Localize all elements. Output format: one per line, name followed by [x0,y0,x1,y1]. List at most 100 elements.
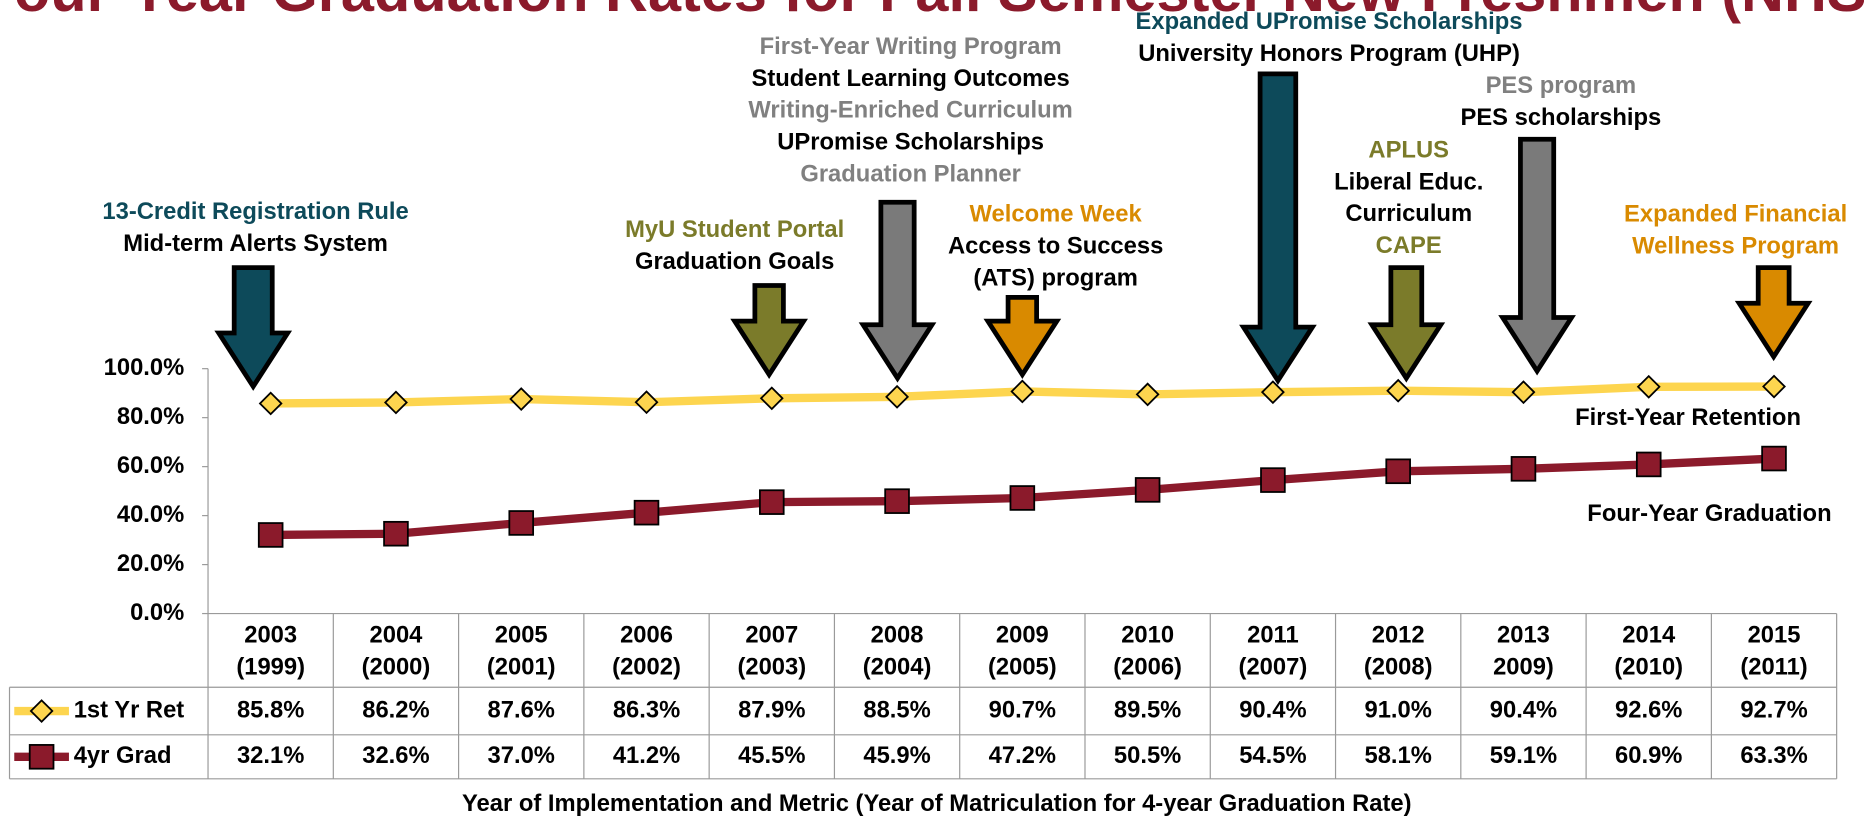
point [509,387,534,412]
annotation-text: Graduation Planner [800,160,1021,187]
point [1009,485,1036,511]
annotation-text: Mid-term Alerts System [123,230,388,257]
table-value: 92.7% [1740,696,1807,723]
table-value: 91.0% [1364,696,1431,723]
point [1636,374,1661,399]
y-tick-label: 20.0% [117,550,184,577]
legend-label: 4yr Grad [74,742,172,769]
x-tick-label: 2012 [1372,621,1425,648]
x-tick-label: (2005) [988,654,1057,681]
point [383,520,409,547]
annotation-arrow [1367,265,1446,383]
y-tick-label: 40.0% [117,501,184,528]
legend-marker [28,744,55,770]
y-tick-label: 80.0% [117,403,184,430]
annotation-arrow [1239,71,1317,385]
x-tick-label: 2007 [745,621,798,648]
x-tick-label: (2000) [362,654,431,681]
x-tick-label: 2014 [1622,621,1676,648]
annotation-text: Access to Success [948,232,1163,259]
x-tick-label: 2003 [244,621,297,648]
table-value: 45.5% [738,742,805,769]
point [1135,382,1160,407]
point [508,510,535,536]
table-value: 60.9% [1615,742,1682,769]
y-tick-label: 0.0% [130,599,184,626]
point [634,390,659,415]
table-value: 85.8% [237,696,304,723]
annotation-text: UPromise Scholarships [777,129,1044,156]
table-value: 47.2% [989,742,1056,769]
annotation-text: Expanded Financial [1624,201,1847,228]
point [885,384,910,409]
y-tick-label: 100.0% [104,354,185,381]
point [1010,379,1035,404]
annotation-arrow [983,294,1062,380]
table-value: 32.1% [237,742,304,769]
point [1635,451,1662,478]
y-tick-label: 60.0% [117,452,184,479]
point [1386,378,1411,403]
x-tick-label: (1999) [236,654,305,681]
annotation-text: 13-Credit Registration Rule [102,198,408,225]
table-value: 32.6% [362,742,429,769]
point [1510,456,1537,482]
annotation-text: (ATS) program [973,264,1138,291]
point [1511,380,1536,405]
table-value: 37.0% [488,742,555,769]
table-value: 86.2% [362,696,429,723]
x-axis-label: Year of Implementation and Metric (Year … [462,790,1411,817]
x-tick-label: 2009) [1493,654,1554,681]
x-tick-label: 2015 [1748,621,1801,648]
point [257,522,284,548]
table-value: 88.5% [863,696,930,723]
table-value: 87.6% [488,696,555,723]
table-value: 86.3% [613,696,680,723]
point [1260,467,1286,493]
annotation-arrow [214,265,293,391]
table-value: 92.6% [1615,696,1682,723]
table-value: 45.9% [863,742,930,769]
point [1260,380,1285,405]
table-value: 59.1% [1490,742,1557,769]
point [258,391,283,416]
x-tick-label: (2010) [1614,654,1683,681]
annotation-text: Writing-Enriched Curriculum [748,97,1072,124]
legend-marker [29,699,54,724]
annotation-arrow [730,283,808,380]
chart-title: Four-Year Graduation Rates for Fall Seme… [0,0,1864,24]
annotation-arrow [1734,265,1813,362]
x-tick-label: 2010 [1121,621,1174,648]
table-value: 90.7% [989,696,1056,723]
annotation-text: APLUS [1368,136,1449,163]
annotation-arrow [1498,136,1576,376]
table-value: 63.3% [1740,742,1807,769]
table-value: 54.5% [1239,742,1306,769]
table-value: 87.9% [738,696,805,723]
x-tick-label: 2005 [495,621,548,648]
point [884,488,910,514]
point [1134,477,1161,503]
annotation-text: Graduation Goals [635,248,834,275]
table-value: 90.4% [1239,696,1306,723]
table-value: 90.4% [1490,696,1557,723]
x-tick-label: (2001) [487,654,556,681]
annotation-text: Expanded UPromise Scholarships [1136,8,1523,35]
annotation-text: Liberal Educ. [1334,168,1483,195]
point [1761,445,1787,472]
point [383,390,408,415]
x-tick-label: (2008) [1364,654,1433,681]
x-tick-label: (2004) [863,654,932,681]
legend-label: 1st Yr Ret [74,696,185,723]
table-value: 50.5% [1114,742,1181,769]
table-value: 58.1% [1364,742,1431,769]
point [1385,458,1411,485]
point [759,489,785,515]
x-tick-label: (2003) [737,654,806,681]
annotation-text: University Honors Program (UHP) [1138,40,1520,67]
point [1762,374,1786,399]
x-tick-label: 2004 [370,621,424,648]
annotation-text: Student Learning Outcomes [751,65,1069,92]
annotation-text: First-Year Writing Program [760,33,1062,60]
